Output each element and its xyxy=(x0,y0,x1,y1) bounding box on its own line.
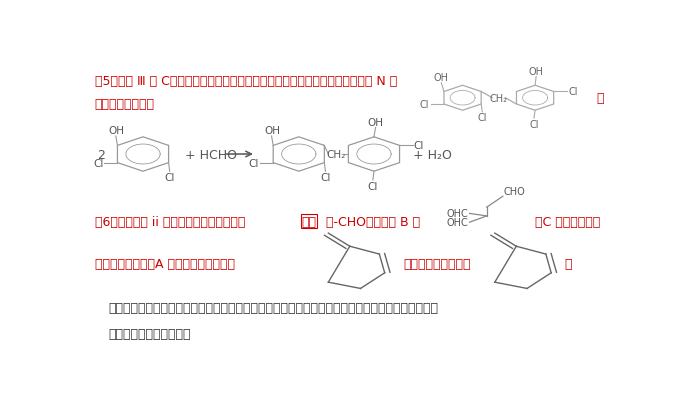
Text: Cl: Cl xyxy=(368,181,378,191)
Text: Cl: Cl xyxy=(477,113,487,123)
Text: + H₂O: + H₂O xyxy=(413,148,452,161)
Text: 为-CHO，生成物 B 为: 为-CHO，生成物 B 为 xyxy=(326,215,420,228)
Text: 2: 2 xyxy=(97,148,105,161)
Text: Cl: Cl xyxy=(414,141,424,151)
Text: Cl: Cl xyxy=(93,158,103,168)
Text: OH: OH xyxy=(108,126,124,136)
Text: 氧化得到，故答案为: 氧化得到，故答案为 xyxy=(403,257,471,270)
Text: ，C 为甲醛，故也: ，C 为甲醛，故也 xyxy=(535,215,600,228)
Text: Cl: Cl xyxy=(249,158,259,168)
Text: 氧化: 氧化 xyxy=(301,215,317,228)
Text: 。: 。 xyxy=(565,257,572,270)
Text: + HCHO: + HCHO xyxy=(185,148,237,161)
Text: CH₂: CH₂ xyxy=(490,94,508,104)
Text: 写、同分异构体等知识。: 写、同分异构体等知识。 xyxy=(108,328,191,341)
Text: （5）反应 Ⅲ 是 C（甲醛）与二氯苯酚发生反应（酚羟基邻位与甲醛结合）生成 N 为: （5）反应 Ⅲ 是 C（甲醛）与二氯苯酚发生反应（酚羟基邻位与甲醛结合）生成 N… xyxy=(95,75,397,88)
Text: OH: OH xyxy=(264,126,280,136)
Text: OH: OH xyxy=(367,117,383,128)
Text: OH: OH xyxy=(529,67,543,77)
Text: ，: ， xyxy=(597,92,604,105)
Text: （6）根据信息 ii 可知烯烃中的碳碳双键被: （6）根据信息 ii 可知烯烃中的碳碳双键被 xyxy=(95,215,245,228)
Text: OH: OH xyxy=(434,73,449,83)
Text: Cl: Cl xyxy=(164,173,175,183)
Text: Cl: Cl xyxy=(568,87,578,97)
Text: CH₂: CH₂ xyxy=(326,149,346,160)
Text: OHC: OHC xyxy=(447,209,468,219)
Text: Cl: Cl xyxy=(529,119,538,129)
Text: 故化学方程式为：: 故化学方程式为： xyxy=(95,98,155,111)
Text: Cl: Cl xyxy=(420,100,430,110)
Text: 【考点定位】本题考查有机化学基本知识，如有机物的命名、有机反应类型的判断、化学方程式的书: 【考点定位】本题考查有机化学基本知识，如有机物的命名、有机反应类型的判断、化学方… xyxy=(108,301,438,314)
Text: CHO: CHO xyxy=(504,186,526,196)
Text: Cl: Cl xyxy=(320,173,331,183)
Text: 可由下面的烯烃（A 的一种同分异构体）: 可由下面的烯烃（A 的一种同分异构体） xyxy=(95,257,235,270)
Text: OHC: OHC xyxy=(447,217,468,228)
